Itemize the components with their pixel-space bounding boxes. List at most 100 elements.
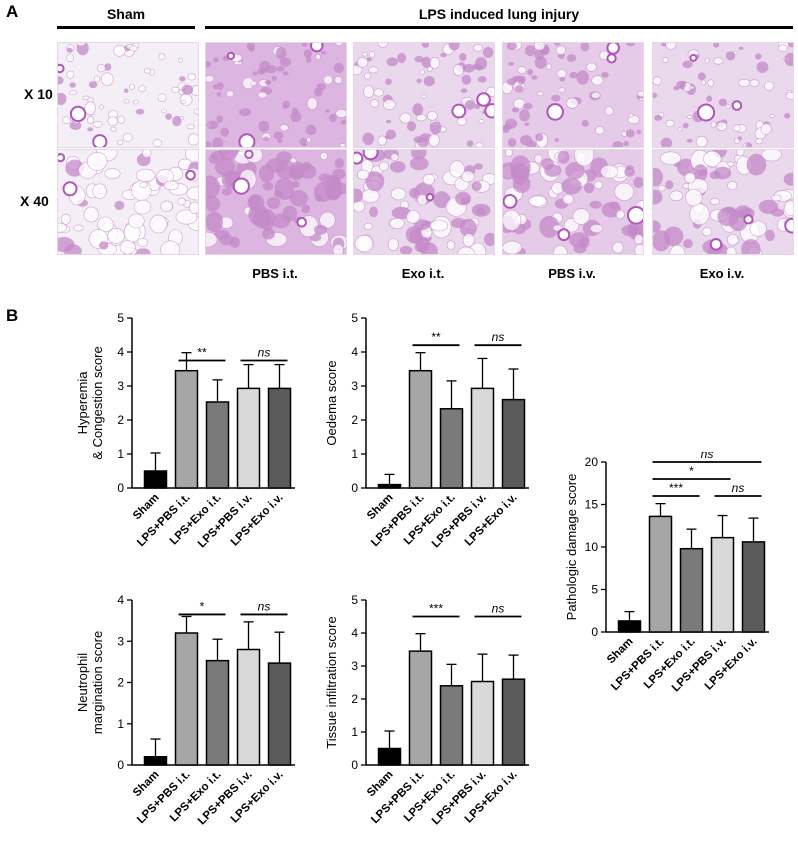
panel-a-letter: A (6, 2, 19, 21)
row-label-x40: X 40 (20, 193, 49, 209)
y-axis-label: Hyperemia (75, 371, 90, 435)
bar (236, 648, 261, 766)
bar (439, 685, 464, 766)
bar (143, 756, 168, 766)
bar (377, 483, 402, 489)
category-label: LPS+PBS i.v. (196, 492, 255, 551)
micrograph-sham-x40 (57, 149, 199, 255)
y-tick-label: 15 (585, 498, 599, 512)
y-tick-label: 0 (117, 758, 124, 772)
bar (236, 387, 261, 489)
y-tick-label: 3 (351, 659, 358, 673)
y-tick-label: 10 (585, 540, 599, 554)
bar (174, 632, 199, 766)
micrograph-pbs-iv-x40 (502, 149, 644, 255)
bar (648, 515, 673, 633)
category-label: LPS+PBS i.v. (196, 769, 255, 828)
y-tick-label: 3 (117, 634, 124, 648)
micrograph-pbs-it-x40 (205, 149, 347, 255)
y-axis-label: Pathologic damage score (564, 474, 579, 621)
bar (174, 369, 199, 489)
bar (501, 398, 526, 489)
y-tick-label: 4 (351, 626, 358, 640)
bar (267, 662, 292, 766)
y-tick-label: 1 (351, 447, 358, 461)
y-tick-label: 2 (351, 692, 358, 706)
y-tick-label: 2 (117, 413, 124, 427)
y-tick-label: 0 (351, 758, 358, 772)
bar (267, 387, 292, 489)
y-tick-label: 0 (117, 481, 124, 495)
bar (501, 678, 526, 766)
y-tick-label: 1 (117, 717, 124, 731)
y-tick-label: 1 (351, 725, 358, 739)
category-label: LPS+PBS i.v. (670, 636, 729, 695)
y-axis-label: & Congestion score (90, 346, 105, 459)
y-tick-label: 3 (117, 379, 124, 393)
y-tick-label: 5 (117, 311, 124, 325)
bar (377, 747, 402, 766)
category-label: LPS+PBS i.v. (430, 492, 489, 551)
significance-label: *** (429, 602, 443, 616)
column-label-exo-iv: Exo i.v. (699, 266, 745, 281)
significance-label: ** (197, 346, 207, 360)
micrograph-exo-it-x40 (353, 149, 495, 255)
y-tick-label: 4 (117, 345, 124, 359)
bar (408, 369, 433, 489)
y-tick-label: 0 (591, 625, 598, 639)
y-tick-label: 1 (117, 447, 124, 461)
micrograph-exo-iv-x40 (652, 149, 794, 255)
bar (617, 620, 642, 633)
y-tick-label: 5 (591, 583, 598, 597)
sham-group-header: Sham (106, 6, 146, 22)
y-tick-label: 0 (351, 481, 358, 495)
lps-group-header: LPS induced lung injury (418, 6, 580, 22)
significance-label: * (689, 464, 694, 478)
column-label-pbs-it: PBS i.t. (252, 266, 298, 281)
column-label-exo-it: Exo i.t. (401, 266, 445, 281)
micrograph-sham-x10 (57, 42, 199, 148)
column-label-pbs-iv: PBS i.v. (548, 266, 596, 281)
significance-label: ns (258, 599, 271, 613)
micrograph-exo-iv-x10 (652, 42, 794, 148)
significance-label: ns (732, 481, 745, 495)
bar (143, 470, 168, 489)
bar (439, 408, 464, 489)
lps-group-line (205, 26, 793, 29)
y-tick-label: 3 (351, 379, 358, 393)
significance-label: ns (258, 346, 271, 360)
micrograph-pbs-iv-x10 (502, 42, 644, 148)
row-label-x10: X 10 (24, 86, 53, 102)
bar (710, 536, 735, 633)
y-axis-label: Oedema score (324, 360, 339, 445)
y-tick-label: 5 (351, 311, 358, 325)
significance-label: ** (431, 330, 441, 344)
bar (741, 541, 766, 633)
y-tick-label: 4 (117, 593, 124, 607)
micrograph-pbs-it-x10 (205, 42, 347, 148)
y-axis-label: Neutrophil (75, 653, 90, 712)
significance-label: ns (492, 330, 505, 344)
bar (679, 547, 704, 633)
y-tick-label: 5 (351, 593, 358, 607)
category-label: LPS+PBS i.v. (430, 769, 489, 828)
y-axis-label: margination score (90, 631, 105, 734)
y-tick-label: 2 (117, 676, 124, 690)
micrograph-exo-it-x10 (353, 42, 495, 148)
bar (470, 680, 495, 766)
bar (205, 401, 230, 489)
y-tick-label: 20 (585, 455, 599, 469)
sham-group-line (57, 26, 195, 29)
bar (205, 659, 230, 766)
bar (470, 387, 495, 489)
bar (408, 650, 433, 766)
significance-label: ns (492, 602, 505, 616)
significance-label: * (200, 599, 205, 613)
y-axis-label: Tissue infiltration score (324, 616, 339, 748)
y-tick-label: 4 (351, 345, 358, 359)
panel-b-letter: B (6, 306, 19, 325)
